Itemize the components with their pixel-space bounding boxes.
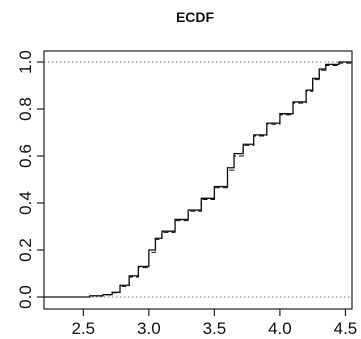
- y-tick-label: 0.0: [16, 285, 35, 309]
- series-layer: [44, 61, 352, 298]
- chart-title: ECDF: [176, 9, 215, 25]
- y-tick-label: 0.4: [16, 191, 35, 215]
- x-tick-label: 3.5: [203, 319, 227, 338]
- plot-frame: [43, 50, 353, 310]
- series-line-dashed: [44, 62, 352, 298]
- x-tick-label: 2.5: [71, 319, 95, 338]
- y-tick-label: 0.2: [16, 238, 35, 262]
- y-tick-label: 0.6: [16, 144, 35, 168]
- y-tick-label: 0.8: [16, 97, 35, 121]
- x-tick-label: 4.0: [268, 319, 292, 338]
- x-tick-label: 3.0: [137, 319, 161, 338]
- x-axis: 2.5 3.0 3.5 4.0 4.5: [71, 309, 357, 338]
- series-line-solid: [44, 61, 352, 298]
- x-tick-label: 4.5: [334, 319, 358, 338]
- y-axis: 0.0 0.2 0.4 0.6 0.8 1.0: [16, 50, 44, 309]
- y-tick-label: 1.0: [16, 50, 35, 74]
- reference-lines: [44, 61, 352, 298]
